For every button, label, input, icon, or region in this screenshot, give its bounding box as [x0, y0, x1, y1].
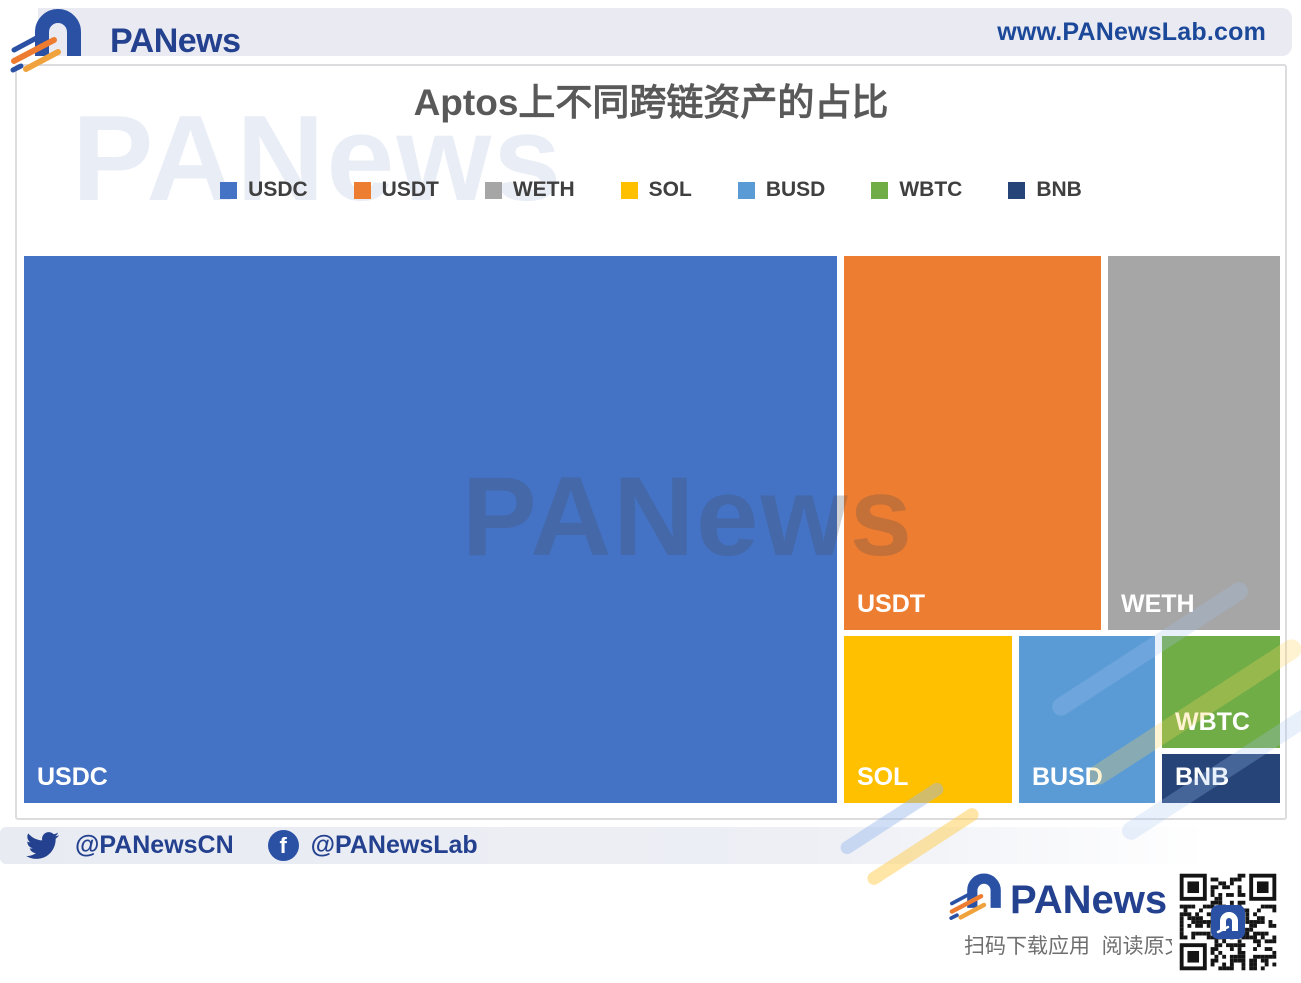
- legend-label: USDC: [248, 178, 308, 201]
- legend-swatch-icon: [737, 181, 755, 199]
- promo-wordmark: PANews: [1010, 878, 1168, 922]
- treemap-tile-sol[interactable]: SOL: [844, 636, 1012, 803]
- legend-label: SOL: [648, 178, 692, 201]
- facebook-handle[interactable]: @PANewsLab: [310, 831, 478, 859]
- tile-label: SOL: [857, 763, 909, 791]
- legend-label: USDT: [381, 178, 439, 201]
- header-bar: www.PANewsLab.com: [38, 8, 1292, 56]
- treemap-tile-wbtc[interactable]: WBTC: [1162, 636, 1280, 748]
- promo-tagline: 扫码下载应用 阅读原文: [964, 935, 1186, 958]
- tile-label: BUSD: [1032, 763, 1103, 791]
- legend-swatch-icon: [220, 181, 238, 199]
- treemap-tile-usdc[interactable]: USDC: [24, 256, 837, 803]
- website-url[interactable]: www.PANewsLab.com: [997, 17, 1266, 46]
- tile-label: WETH: [1121, 590, 1195, 618]
- panews-logo-icon: [10, 9, 81, 73]
- footer-social-bar: @PANewsCN f @PANewsLab: [0, 827, 1245, 864]
- treemap-tile-busd[interactable]: BUSD: [1019, 636, 1155, 803]
- tile-label: USDC: [37, 763, 108, 791]
- legend-swatch-icon: [620, 181, 638, 199]
- treemap-tile-usdt[interactable]: USDT: [844, 256, 1101, 630]
- tile-label: USDT: [857, 590, 926, 618]
- qr-center-logo-icon: [1211, 905, 1245, 939]
- twitter-icon[interactable]: [26, 829, 59, 862]
- facebook-icon[interactable]: f: [267, 830, 299, 861]
- legend-swatch-icon: [353, 181, 371, 199]
- panews-logo-icon: [949, 873, 1001, 920]
- chart-title: Aptos上不同跨链资产的占比: [413, 82, 889, 123]
- brand-wordmark: PANews: [110, 21, 241, 60]
- legend-item-usdc[interactable]: USDC: [220, 178, 308, 202]
- legend-swatch-icon: [484, 181, 502, 199]
- legend-item-wbtc[interactable]: WBTC: [871, 178, 962, 202]
- legend-item-busd[interactable]: BUSD: [737, 178, 826, 202]
- chart-legend: USDC USDT WETH SOL BUSD WBTC BNB: [17, 178, 1285, 202]
- legend-label: BNB: [1036, 178, 1082, 201]
- legend-swatch-icon: [871, 181, 889, 199]
- legend-item-weth[interactable]: WETH: [484, 178, 575, 202]
- brand-logo: PANews: [6, 0, 241, 74]
- legend-swatch-icon: [1008, 181, 1026, 199]
- legend-label: BUSD: [765, 178, 826, 201]
- treemap-tile-weth[interactable]: WETH: [1108, 256, 1280, 630]
- treemap-tile-bnb[interactable]: BNB: [1162, 754, 1280, 803]
- legend-item-sol[interactable]: SOL: [620, 178, 692, 202]
- promo-logo: [946, 864, 1022, 929]
- qr-code: [1172, 866, 1284, 978]
- legend-label: WBTC: [899, 178, 963, 201]
- legend-item-bnb[interactable]: BNB: [1008, 178, 1082, 202]
- legend-item-usdt[interactable]: USDT: [353, 178, 439, 202]
- tile-label: BNB: [1175, 763, 1230, 791]
- tile-label: WBTC: [1175, 708, 1250, 736]
- twitter-handle[interactable]: @PANewsCN: [75, 831, 234, 859]
- chart-panel: PANews Aptos上不同跨链资产的占比 USDC USDT WETH SOL BU…: [15, 64, 1287, 820]
- legend-label: WETH: [512, 178, 575, 201]
